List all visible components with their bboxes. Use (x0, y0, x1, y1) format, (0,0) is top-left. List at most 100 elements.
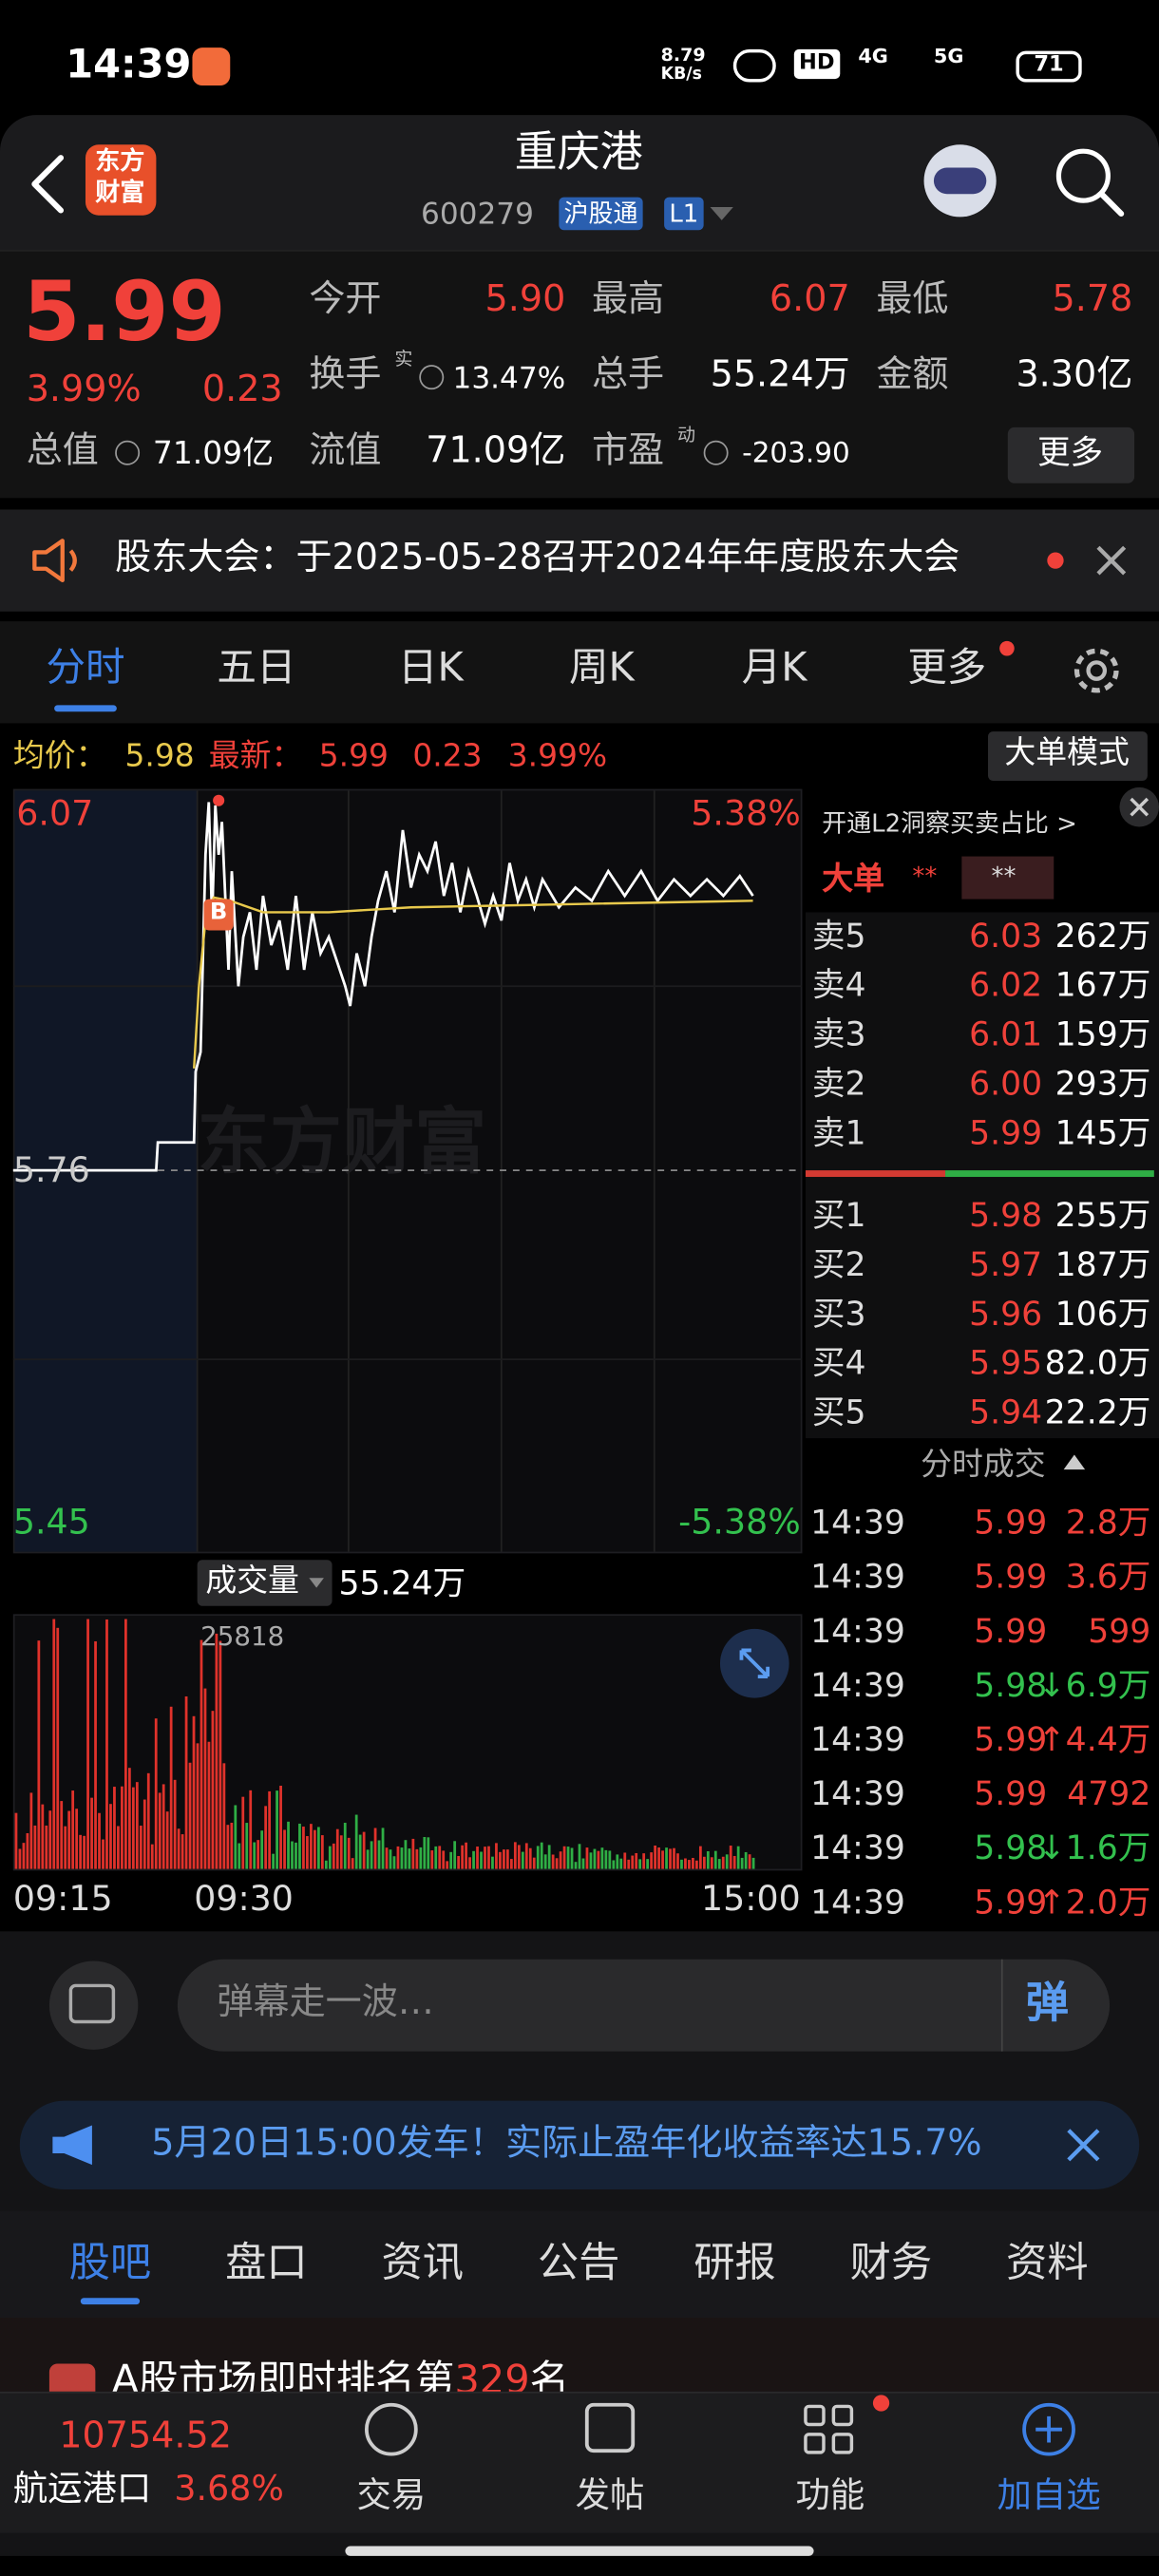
close-icon (1096, 545, 1127, 576)
chart-tab[interactable]: 分时 (46, 644, 125, 691)
chart-tab[interactable]: 更多 (907, 644, 987, 691)
volume-bar (434, 1846, 438, 1869)
volume-bar (600, 1847, 604, 1869)
volume-bar (14, 1812, 18, 1869)
volume-bar (241, 1796, 245, 1869)
book-label: 买4 (811, 1342, 866, 1383)
volume-bar (98, 1812, 101, 1869)
volume-bar (67, 1810, 71, 1869)
volume-bar (631, 1855, 635, 1869)
info-icon[interactable] (703, 440, 729, 465)
volume-bar (635, 1852, 638, 1869)
price: 5.99 (23, 264, 226, 360)
section-tab[interactable]: 财务 (849, 2238, 933, 2287)
volume-bar (260, 1830, 264, 1869)
nav-item[interactable]: 功能 (795, 2475, 865, 2515)
volume-bar (64, 1826, 67, 1869)
volume-bar (71, 1790, 75, 1869)
latest-change: 0.23 (412, 737, 483, 775)
dropdown-arrow (309, 1578, 324, 1588)
settings-button[interactable] (1069, 643, 1125, 699)
trade-volume: 4792 (1067, 1773, 1151, 1813)
field-label: 今开 (309, 279, 382, 321)
trade-price: 5.98 (974, 1664, 1048, 1705)
masked-value: ** (912, 861, 938, 891)
l2-prompt[interactable]: 开通L2洞察买卖占比 > (822, 808, 1077, 839)
section-tab[interactable]: 盘口 (225, 2238, 308, 2287)
section-tab[interactable]: 公告 (537, 2238, 620, 2287)
latest-value: 5.99 (318, 737, 389, 775)
volume-bar (302, 1827, 305, 1869)
more-button[interactable] (1007, 426, 1135, 483)
buy-marker (203, 899, 234, 931)
volume-bar (487, 1846, 490, 1869)
net-unit: KB/s (660, 66, 702, 85)
volume-bar (230, 1822, 234, 1869)
back-button[interactable] (25, 151, 74, 217)
chart-tab[interactable]: 日K (397, 644, 464, 691)
danmu-button[interactable]: 弹 (1025, 1979, 1069, 2029)
chart-tab[interactable]: 五日 (217, 644, 296, 691)
volume-bar (505, 1849, 509, 1869)
promo-text: 5月20日15:00发车！实际止盈年化收益率达15.7% (151, 2123, 982, 2166)
section-tab[interactable]: 股吧 (68, 2238, 152, 2287)
info-icon[interactable] (419, 365, 445, 390)
masked-value: ** (991, 861, 1016, 891)
volume-bar (310, 1824, 313, 1869)
danmu-input[interactable] (177, 1959, 1111, 2052)
volume-bar (385, 1847, 389, 1869)
time-label: 09:30 (194, 1878, 294, 1919)
change-pct: 3.99% (26, 369, 142, 411)
close-l2[interactable] (1118, 786, 1159, 828)
index-value: 10754.52 (59, 2415, 232, 2458)
trade-time: 14:39 (810, 1719, 905, 1759)
dropdown[interactable] (710, 207, 737, 223)
close-notice[interactable] (1095, 544, 1129, 578)
book-price: 5.96 (969, 1293, 1043, 1334)
book-label: 卖3 (811, 1013, 866, 1054)
section-tab[interactable]: 资料 (1006, 2238, 1089, 2287)
search-icon (1055, 148, 1111, 203)
volume-bar (411, 1838, 415, 1869)
robot-icon[interactable] (918, 138, 1006, 223)
sort-arrow[interactable] (1063, 1454, 1087, 1470)
field-label: 市盈 (591, 430, 665, 472)
nav-item[interactable]: 交易 (356, 2475, 427, 2515)
danmu-placeholder: 弹幕走一波… (217, 1981, 434, 2024)
volume-bar (207, 1741, 211, 1869)
volume-bar (392, 1856, 396, 1869)
close-promo[interactable] (1065, 2127, 1101, 2163)
book-price: 5.94 (969, 1392, 1043, 1432)
more-button-label: 更多 (1036, 432, 1104, 472)
field-note: 动 (676, 424, 696, 445)
volume-bar (491, 1856, 494, 1869)
search-button[interactable] (1053, 144, 1129, 220)
book-label: 买1 (811, 1195, 866, 1235)
notice-bar[interactable] (0, 509, 1159, 612)
bottom-nav (0, 2391, 1159, 2533)
promo-clip: 5月20日15:00发车！实际止盈年化收益率达15.7% (151, 2120, 1033, 2172)
trade-volume: ↓6.9万 (1037, 1664, 1151, 1705)
book-label: 卖5 (811, 915, 866, 956)
promo-banner[interactable] (19, 2100, 1140, 2190)
volume-bar (740, 1857, 744, 1869)
y-high: 6.07 (16, 793, 94, 834)
section-tab[interactable]: 资讯 (381, 2238, 465, 2287)
mode-button[interactable] (988, 731, 1148, 781)
section-tab[interactable]: 研报 (694, 2238, 776, 2287)
danmu-settings[interactable] (48, 1960, 139, 2050)
chart-tab[interactable]: 周K (568, 644, 635, 691)
volume-bar (661, 1850, 664, 1869)
book-label: 卖4 (811, 964, 866, 1005)
volume-bar (574, 1862, 578, 1869)
volume-bar (37, 1640, 41, 1869)
volume-bar (476, 1847, 479, 1869)
nav-item[interactable]: 加自选 (997, 2475, 1101, 2515)
volume-selector[interactable] (197, 1560, 332, 1606)
info-icon[interactable] (115, 440, 141, 465)
nav-item[interactable]: 发帖 (575, 2475, 645, 2515)
volume-bar (165, 1811, 169, 1869)
expand-button[interactable] (718, 1627, 790, 1699)
volume-bar (79, 1834, 83, 1869)
chart-tab[interactable]: 月K (741, 644, 808, 691)
